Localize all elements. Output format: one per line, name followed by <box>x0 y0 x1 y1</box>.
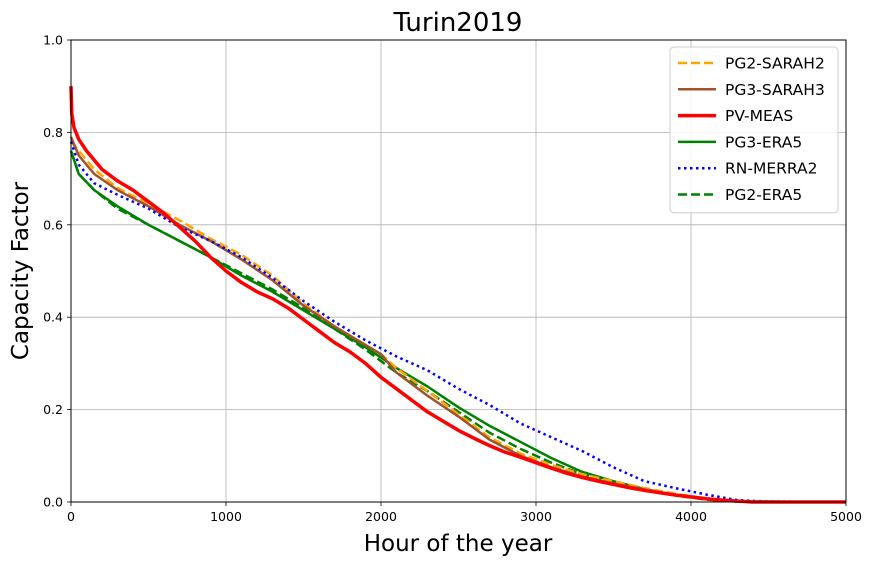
legend-label: PG2-ERA5 <box>725 186 802 204</box>
legend-label: PV-MEAS <box>725 107 793 125</box>
legend-label: PG3-ERA5 <box>725 133 802 151</box>
legend: PG2-SARAH2 PG3-SARAH3 PV-MEAS PG3-ERA5 RN-ME… <box>669 46 839 214</box>
x-axis-label: Hour of the year <box>364 531 553 557</box>
legend-label: RN-MERRA2 <box>725 160 818 178</box>
y-tick-label: 0.4 <box>43 310 63 325</box>
x-tick-label: 0 <box>67 509 75 524</box>
x-tick-label: 3000 <box>520 509 552 524</box>
series-layer <box>69 86 847 504</box>
x-tick-label: 1000 <box>210 509 242 524</box>
x-tick-label: 2000 <box>365 509 397 524</box>
legend-label: PG3-SARAH3 <box>725 81 825 99</box>
y-tick-label: 1.0 <box>43 33 63 48</box>
x-tick-label: 5000 <box>830 509 862 524</box>
plot-area-frame <box>70 39 847 503</box>
chart-title: Turin2019 <box>393 8 523 38</box>
axis-ticks: 0 1000 2000 3000 4000 5000 0.0 0.2 0.4 0.6 0.8 1.0 <box>43 33 862 525</box>
y-tick-label: 0.0 <box>43 495 63 510</box>
y-tick-label: 0.2 <box>43 402 63 417</box>
x-tick-label: 4000 <box>675 509 707 524</box>
legend-label: PG2-SARAH2 <box>725 55 825 73</box>
series-line-pv-meas <box>69 86 846 504</box>
y-tick-label: 0.6 <box>43 217 63 232</box>
series-line-rn-merra2 <box>69 141 847 504</box>
y-axis-label: Capacity Factor <box>8 181 34 360</box>
y-tick-label: 0.8 <box>43 125 63 140</box>
